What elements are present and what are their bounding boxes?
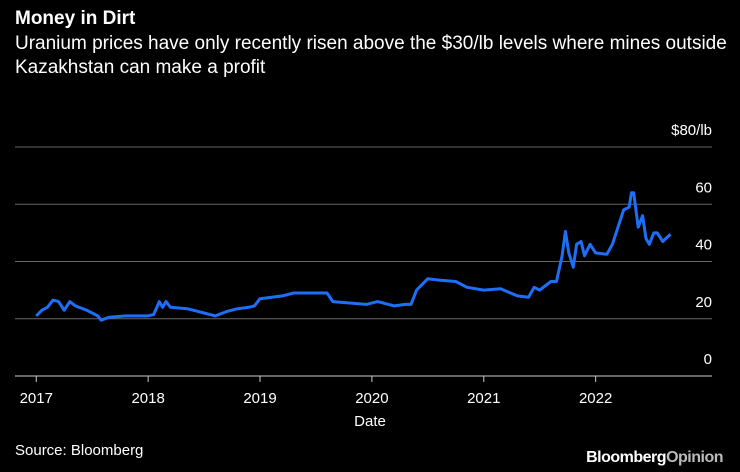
x-tick-label: 2018 (131, 390, 164, 407)
logo-brand: Bloomberg (586, 449, 666, 466)
chart-title: Money in Dirt (15, 8, 136, 29)
logo: BloombergOpinion (586, 449, 723, 466)
x-tick-label: 2022 (579, 390, 612, 407)
y-tick-label: 60 (695, 179, 712, 196)
source: Source: Bloomberg (15, 442, 143, 459)
price-line (35, 191, 672, 322)
x-tick-label: 2020 (355, 390, 388, 407)
y-tick-label: 0 (704, 351, 712, 368)
y-tick-label: 20 (695, 294, 712, 311)
y-tick-label: $80/lb (671, 122, 712, 139)
chart-subtitle: Uranium prices have only recently risen … (15, 33, 727, 78)
y-tick-label: 40 (695, 237, 712, 254)
x-tick-label: 2021 (467, 390, 500, 407)
x-tick-label: 2019 (243, 390, 276, 407)
logo-suffix: Opinion (666, 449, 723, 466)
x-tick-label: 2017 (20, 390, 53, 407)
x-axis-label: Date (354, 413, 386, 430)
